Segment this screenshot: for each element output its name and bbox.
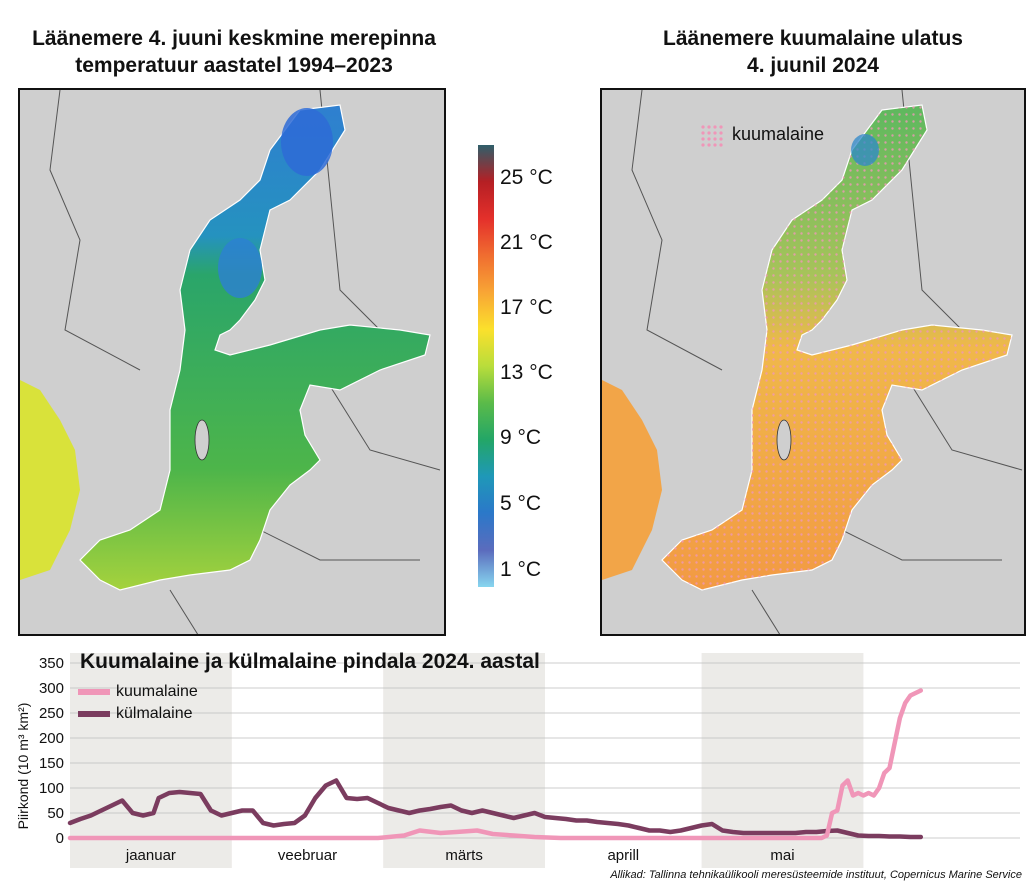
- series-line-kulmalaine: [67, 778, 924, 840]
- legend-swatch-kuumalaine: [78, 688, 110, 695]
- colorbar-label-1: 1 °C: [500, 558, 542, 581]
- legend-item-kulmalaine: külmalaine: [78, 705, 192, 723]
- land-borders: [631, 90, 1023, 634]
- baltic-sea-water: [79, 104, 431, 591]
- month-label: veebruar: [278, 847, 337, 864]
- heatwave-dot-overlay: [662, 105, 1012, 590]
- y-axis-label: Piirkond (10 m³ km²): [15, 703, 31, 830]
- left-map-panel: [18, 88, 446, 636]
- colorbar-label-17: 17 °C: [500, 296, 553, 319]
- heatwave-dot-swatch: [701, 125, 723, 147]
- colorbar-label-13: 13 °C: [500, 361, 553, 384]
- y-tick-labels: 0 50 100 150 200 250 300 350: [39, 655, 64, 847]
- colorbar-label-9: 9 °C: [500, 426, 542, 449]
- month-label: aprill: [607, 847, 639, 864]
- month-label: märts: [445, 847, 483, 864]
- series-line-kuumalaine: [67, 688, 924, 841]
- left-map-title-line1: Läänemere 4. juuni keskmine merepinna: [32, 27, 436, 50]
- month-label: mai: [770, 847, 794, 864]
- western-coast-water: [20, 380, 80, 580]
- land-borders: [49, 90, 441, 634]
- right-map-title-line1: Läänemere kuumalaine ulatus: [663, 27, 963, 50]
- legend-label-kulmalaine: külmalaine: [116, 705, 193, 722]
- month-label: jaanuar: [125, 847, 176, 864]
- gotland-island: [776, 419, 792, 461]
- bothnian-sea-cold-core: [218, 238, 262, 298]
- y-tick-label: 0: [56, 830, 64, 847]
- temperature-colorbar: [478, 145, 494, 587]
- legend-label-kuumalaine: kuumalaine: [116, 683, 198, 700]
- left-map-title: Läänemere 4. juuni keskmine merepinna te…: [18, 25, 450, 79]
- baltic-sea-heatwave-map: [602, 90, 1023, 634]
- grid-lines: [70, 662, 1020, 839]
- colorbar-label-5: 5 °C: [500, 492, 542, 515]
- y-tick-label: 250: [39, 705, 64, 722]
- y-tick-label: 300: [39, 680, 64, 697]
- month-labels: jaanuar veebruar märts aprill mai: [125, 847, 795, 864]
- y-tick-label: 100: [39, 780, 64, 797]
- series-lines: [67, 688, 924, 841]
- source-note: Allikad: Tallinna tehnikaülikooli meresü…: [610, 869, 1022, 881]
- baltic-sea-mean-temperature-map: [20, 90, 441, 634]
- right-map-title-line2: 4. juunil 2024: [747, 54, 879, 77]
- y-tick-label: 350: [39, 655, 64, 672]
- colorbar-label-25: 25 °C: [500, 166, 553, 189]
- left-map-title-line2: temperatuur aastatel 1994–2023: [75, 54, 393, 77]
- heatwave-legend-label: kuumalaine: [732, 124, 825, 144]
- right-map-panel: [600, 88, 1026, 636]
- chart-title: Kuumalaine ja külmalaine pindala 2024. a…: [80, 650, 540, 673]
- y-tick-label: 150: [39, 755, 64, 772]
- right-map-title: Läänemere kuumalaine ulatus 4. juunil 20…: [603, 25, 1023, 79]
- western-coast-water: [602, 380, 662, 580]
- legend-item-kuumalaine: kuumalaine: [78, 683, 198, 701]
- legend-swatch-kulmalaine: [78, 710, 110, 717]
- bothnian-bay-cold-core: [281, 108, 333, 176]
- y-tick-label: 50: [47, 805, 64, 822]
- y-tick-label: 200: [39, 730, 64, 747]
- colorbar-label-21: 21 °C: [500, 231, 553, 254]
- bothnian-bay-cool-core: [851, 134, 879, 166]
- gotland-island: [194, 419, 210, 461]
